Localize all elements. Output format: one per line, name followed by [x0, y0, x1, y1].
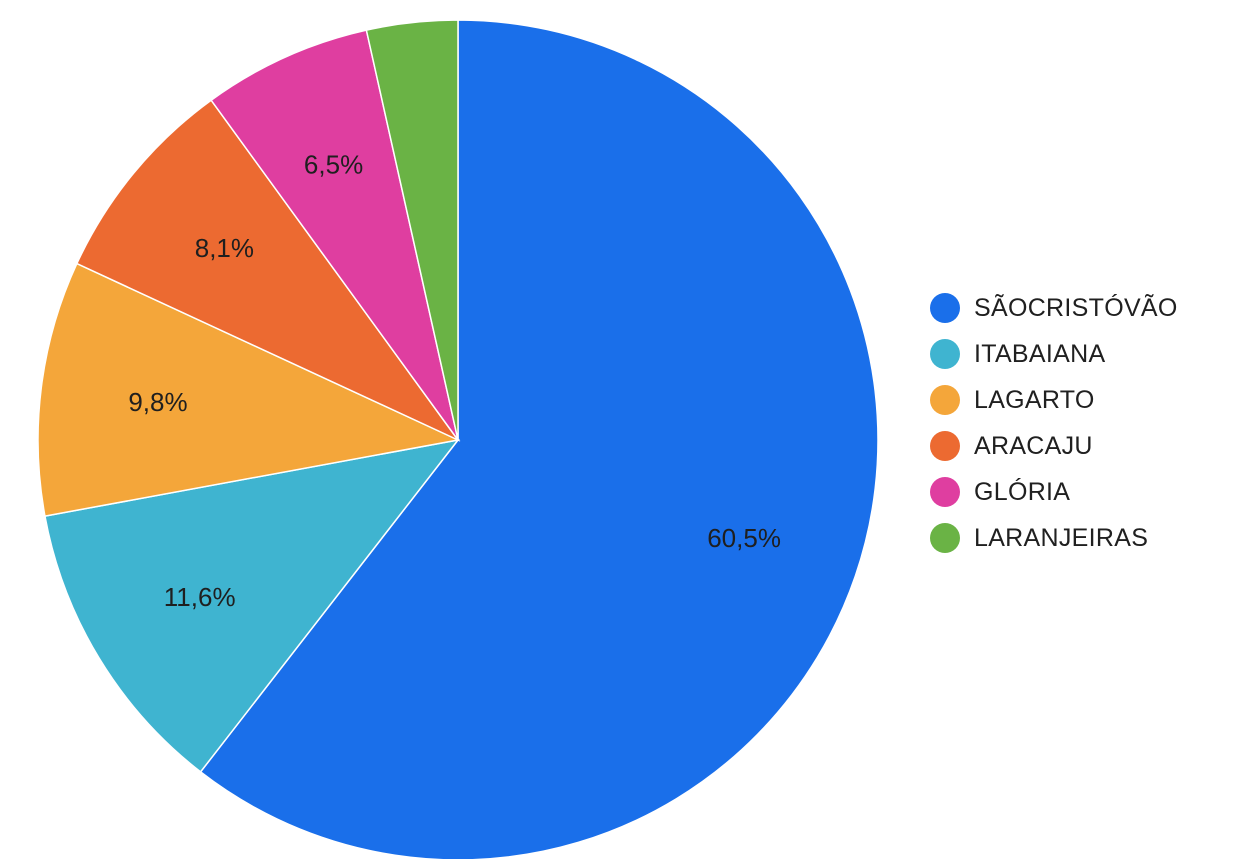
legend-swatch — [930, 385, 960, 415]
legend-swatch — [930, 339, 960, 369]
legend-swatch — [930, 477, 960, 507]
legend-item: LARANJEIRAS — [930, 515, 1178, 561]
legend-item: LAGARTO — [930, 377, 1178, 423]
slice-data-label: 11,6% — [164, 582, 236, 612]
pie-slice-6 — [365, 19, 459, 441]
legend-item: ARACAJU — [930, 423, 1178, 469]
legend: SÃOCRISTÓVÃO ITABAIANA LAGARTO ARACAJU GLÓRI… — [930, 285, 1178, 561]
slice-data-label: 6,5% — [304, 149, 363, 179]
slice-data-label: 9,8% — [128, 387, 187, 417]
legend-label: LARANJEIRAS — [974, 523, 1149, 552]
legend-item: SÃOCRISTÓVÃO — [930, 285, 1178, 331]
legend-swatch — [930, 293, 960, 323]
pie-slice-3 — [37, 262, 461, 517]
legend-label: SÃOCRISTÓVÃO — [974, 293, 1178, 322]
legend-item: ITABAIANA — [930, 331, 1178, 377]
pie-slice-4 — [75, 99, 461, 442]
slice-data-label: 60,5% — [707, 523, 781, 553]
legend-label: ITABAIANA — [974, 339, 1106, 368]
legend-swatch — [930, 523, 960, 553]
legend-label: ARACAJU — [974, 431, 1093, 460]
pie-slice-5 — [210, 29, 459, 441]
legend-label: LAGARTO — [974, 385, 1095, 414]
pie-slice-2 — [44, 438, 460, 773]
legend-item: GLÓRIA — [930, 469, 1178, 515]
slice-data-label: 8,1% — [195, 233, 254, 263]
legend-swatch — [930, 431, 960, 461]
legend-label: GLÓRIA — [974, 477, 1071, 506]
